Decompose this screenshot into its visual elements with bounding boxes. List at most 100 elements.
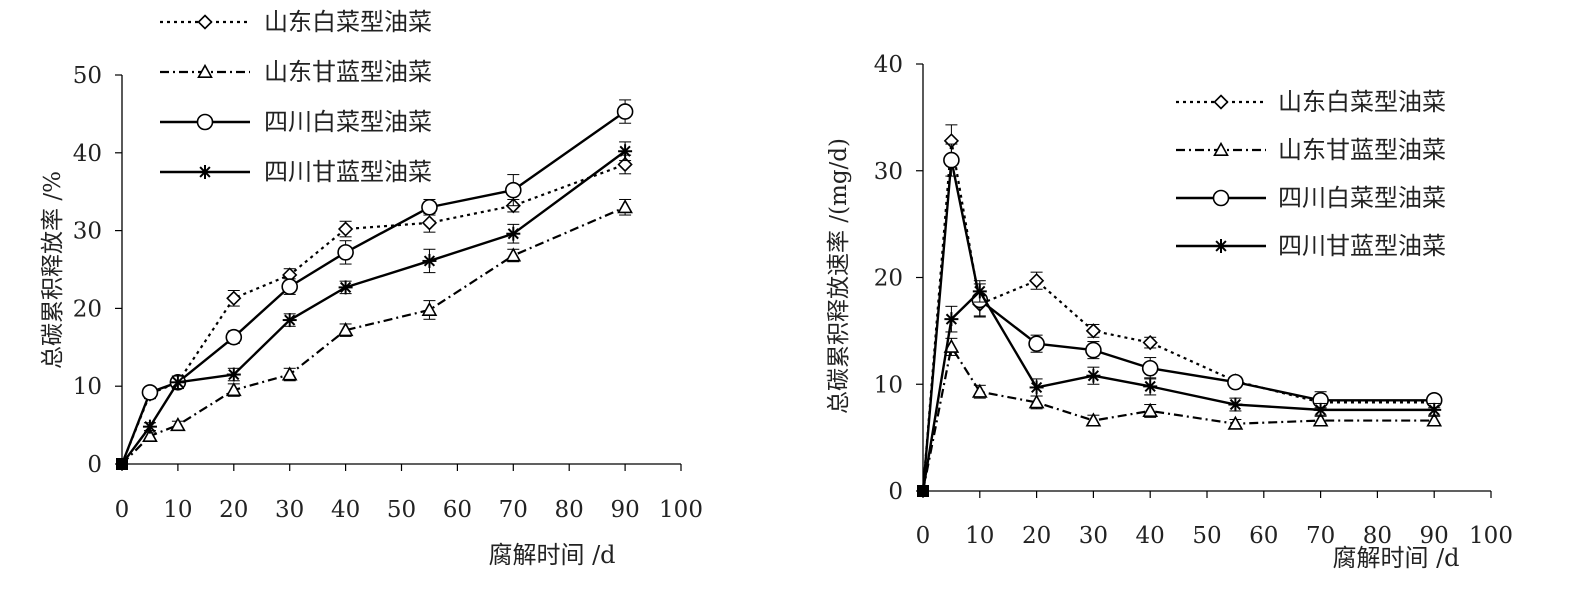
- series-line: [121, 206, 626, 465]
- x-tick-label: 100: [659, 497, 703, 523]
- data-point: [226, 290, 242, 306]
- x-tick-label: 10: [965, 523, 994, 549]
- x-tick-label: 30: [1079, 523, 1108, 549]
- origin-point: [917, 485, 929, 497]
- data-point: [1142, 402, 1159, 417]
- x-tick-label: 100: [1469, 523, 1513, 549]
- x-tick-label: 20: [1022, 523, 1051, 549]
- data-point: [1313, 402, 1328, 417]
- asterisk-stroke: [1087, 370, 1100, 382]
- y-tick-label: 20: [73, 296, 102, 322]
- x-tick-label: 50: [1192, 523, 1221, 549]
- x-tick-label: 0: [115, 497, 130, 523]
- x-tick-label: 80: [1363, 523, 1392, 549]
- legend-marker: [1213, 141, 1229, 156]
- asterisk-stroke: [199, 166, 211, 178]
- x-tick-label: 30: [275, 497, 304, 523]
- asterisk-stroke: [144, 421, 156, 433]
- x-tick-label: 90: [1420, 523, 1449, 549]
- asterisk-stroke: [1215, 240, 1227, 252]
- legend-entry: 四川甘蓝型油菜: [160, 158, 432, 186]
- asterisk-stroke: [1144, 380, 1156, 392]
- x-tick-label: 0: [916, 523, 931, 549]
- data-point: [1086, 368, 1101, 383]
- data-point: [421, 301, 438, 316]
- legend-label: 山东白菜型油菜: [1278, 88, 1446, 116]
- y-axis-label: 总碳累积释放率 /%: [40, 171, 66, 369]
- data-point: [943, 338, 960, 353]
- series-4: [917, 280, 1442, 497]
- asterisk-stroke: [339, 281, 352, 294]
- data-point: [422, 253, 437, 268]
- chart-release-speed: 0 10 20 30 40 0 10 20 30 40 50 60 70 80 90 100 腐解时间 /d 总碳…: [826, 52, 1513, 572]
- data-point: [281, 366, 298, 381]
- data-point: [226, 367, 241, 382]
- chart-cumulative-release-rate: 0 10 20 30 40 50 0 10 20 30 40 50 60 70 80 90 100 腐解时间 /d…: [40, 8, 703, 569]
- data-point: [170, 416, 186, 432]
- legend-entry: 四川白菜型油菜: [1176, 184, 1446, 212]
- data-point: [1029, 380, 1044, 395]
- data-point: [506, 226, 521, 241]
- y-tick-label: 20: [874, 266, 903, 292]
- asterisk-stroke: [1314, 404, 1327, 416]
- x-tick-label: 70: [1306, 523, 1335, 549]
- data-point: [337, 244, 354, 261]
- legend-label: 四川白菜型油菜: [1278, 184, 1446, 212]
- data-point: [971, 383, 988, 398]
- asterisk-stroke: [172, 376, 184, 388]
- legend-entry: 山东白菜型油菜: [1176, 88, 1446, 116]
- legend-marker: [1213, 94, 1229, 110]
- data-point: [1028, 273, 1045, 289]
- data-point: [142, 427, 158, 442]
- data-point: [282, 313, 297, 328]
- data-point: [618, 144, 633, 159]
- legend-marker: [197, 63, 213, 78]
- data-point: [1141, 359, 1159, 377]
- data-point: [337, 322, 354, 337]
- x-tick-label: 60: [1249, 523, 1278, 549]
- legend-label: 山东白菜型油菜: [264, 8, 432, 36]
- data-point: [1312, 412, 1329, 427]
- data-point: [281, 278, 299, 295]
- y-tick-label: 50: [73, 63, 102, 89]
- data-point: [338, 280, 353, 295]
- data-point: [505, 247, 522, 262]
- asterisk-stroke: [619, 145, 631, 157]
- data-point: [142, 419, 157, 434]
- data-point: [1142, 334, 1158, 351]
- x-tick-label: 60: [443, 497, 472, 523]
- series-line: [921, 290, 1435, 492]
- y-tick-label: 40: [73, 141, 102, 167]
- asterisk-stroke: [507, 228, 519, 240]
- legend-entry: 四川甘蓝型油菜: [1176, 232, 1446, 260]
- data-point: [141, 384, 159, 401]
- asterisk-stroke: [1229, 398, 1242, 411]
- x-tick-label: 20: [219, 497, 248, 523]
- asterisk-stroke: [228, 368, 240, 381]
- y-tick-label: 0: [888, 479, 903, 505]
- data-point: [225, 381, 242, 397]
- data-point: [421, 215, 438, 231]
- legend-label: 四川甘蓝型油菜: [264, 158, 432, 186]
- data-point: [1427, 402, 1442, 417]
- data-point: [944, 312, 959, 327]
- asterisk-stroke: [1030, 381, 1043, 394]
- data-point: [1085, 323, 1102, 339]
- asterisk-stroke: [423, 255, 436, 267]
- x-axis-label: 腐解时间 /d: [1332, 544, 1459, 572]
- data-point: [1143, 379, 1158, 394]
- legend-marker: [198, 165, 212, 179]
- series-line: [921, 139, 1435, 492]
- x-tick-label: 90: [610, 497, 639, 523]
- data-point: [617, 156, 633, 173]
- series-4: [116, 141, 633, 470]
- data-point: [1028, 335, 1045, 352]
- data-point: [421, 198, 438, 216]
- x-tick-label: 50: [387, 497, 416, 523]
- data-point: [617, 199, 633, 214]
- data-point: [1085, 412, 1102, 427]
- legend-entry: 山东甘蓝型油菜: [160, 58, 432, 86]
- series-3: [116, 99, 634, 470]
- legend-marker: [196, 113, 214, 131]
